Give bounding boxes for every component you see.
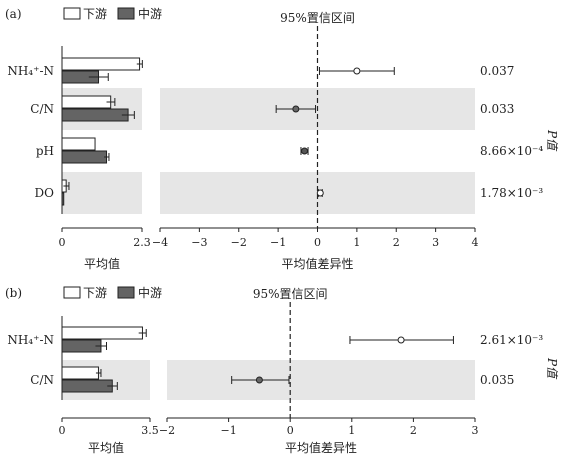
panel-b-ci-tick-label: 1 — [348, 424, 355, 437]
panel-a-ci-tick-label: 1 — [353, 236, 360, 249]
panel-b-p-label: P值 — [545, 357, 559, 380]
panel-b-ci-tick-label: 2 — [410, 424, 417, 437]
panel-b-category-label: NH₄⁺-N — [7, 333, 54, 347]
panel-a-ci-point — [301, 147, 309, 155]
panel-a-bar-downstream — [61, 95, 112, 109]
panel-b-legend-swatch-midstream — [117, 286, 135, 299]
panel-a-legend-label-midstream: 中游 — [138, 6, 162, 21]
panel-b-ci-tick-label: −2 — [159, 424, 175, 437]
panel-a-ci-tick-label: −4 — [152, 236, 168, 249]
panel-a-category-label: DO — [35, 186, 55, 200]
panel-a-bar-midstream — [61, 150, 108, 164]
panel-a-row-shade-bar — [62, 172, 142, 214]
panel-b-ci-xlabel: 平均值差异性 — [285, 440, 357, 455]
panel-a-legend-label-downstream: 下游 — [83, 7, 107, 21]
panel-a-pvalue: 0.033 — [480, 102, 514, 116]
panel-b-bar-tick-label: 0 — [59, 424, 66, 437]
panel-a-pvalue: 8.66×10⁻⁴ — [480, 144, 543, 158]
panel-b-ci-tick-label: −1 — [220, 424, 236, 437]
panel-a-bar-downstream — [61, 57, 141, 71]
panel-b-bar-downstream — [61, 366, 99, 380]
panel-a-bar-midstream — [61, 108, 129, 122]
panel-b-ci-tick-label: 0 — [287, 424, 294, 437]
panel-a-ci-point — [316, 189, 324, 197]
panel-b-label: (b) — [5, 286, 22, 300]
panel-b-ci-point — [255, 376, 263, 384]
panel-a-bar-tick-label: 2.3 — [133, 236, 151, 249]
panel-a-bar-tick-label: 0 — [59, 236, 66, 249]
panel-a-category-label: NH₄⁺-N — [7, 64, 54, 78]
panel-b-bar-midstream — [61, 339, 102, 353]
panel-a-ci-tick-label: −3 — [191, 236, 207, 249]
panel-a-ci-point — [353, 67, 361, 75]
panel-b-row-shade-ci — [167, 360, 475, 400]
panel-b-pvalue: 0.035 — [480, 373, 514, 387]
panel-b-bar-midstream — [61, 379, 113, 393]
panel-a-p-label: P值 — [545, 129, 559, 152]
panel-b-bar-downstream — [61, 326, 143, 340]
panel-b-pvalue: 2.61×10⁻³ — [480, 333, 543, 347]
panel-a-ci-xlabel: 平均值差异性 — [281, 256, 353, 271]
panel-b-bar-tick-label: 3.5 — [141, 424, 159, 437]
panel-b-legend-label-midstream: 中游 — [138, 285, 162, 300]
panel-a-bar-xlabel: 平均值 — [84, 256, 120, 271]
panel-a-category-label: pH — [36, 144, 54, 158]
panel-a-ci-tick-label: 2 — [393, 236, 400, 249]
panel-a-ci-tick-label: 4 — [472, 236, 479, 249]
panel-b-ci-point — [397, 336, 405, 344]
panel-a-ci-title: 95%置信区间 — [280, 11, 355, 25]
panel-a-bar-downstream — [61, 137, 96, 151]
panel-a-pvalue: 1.78×10⁻³ — [480, 186, 543, 200]
panel-a-category-label: C/N — [30, 102, 54, 116]
panel-b-ci-tick-label: 3 — [472, 424, 479, 437]
panel-b-legend-label-downstream: 下游 — [83, 286, 107, 300]
panel-a-legend-swatch-midstream — [117, 7, 135, 20]
panel-a-ci-tick-label: 0 — [314, 236, 321, 249]
panel-a-label: (a) — [5, 7, 22, 21]
panel-a-ci-tick-label: −2 — [231, 236, 247, 249]
panel-b-ci-title: 95%置信区间 — [253, 287, 328, 301]
panel-a-ci-tick-label: 3 — [432, 236, 439, 249]
panel-b-category-label: C/N — [30, 373, 54, 387]
panel-a-pvalue: 0.037 — [480, 64, 514, 78]
panel-a-legend-swatch-downstream — [63, 7, 81, 20]
panel-b-bar-xlabel: 平均值 — [88, 440, 124, 455]
panel-a-ci-point — [292, 105, 300, 113]
panel-a-ci-tick-label: −1 — [270, 236, 286, 249]
panel-b-legend-swatch-downstream — [63, 286, 81, 299]
